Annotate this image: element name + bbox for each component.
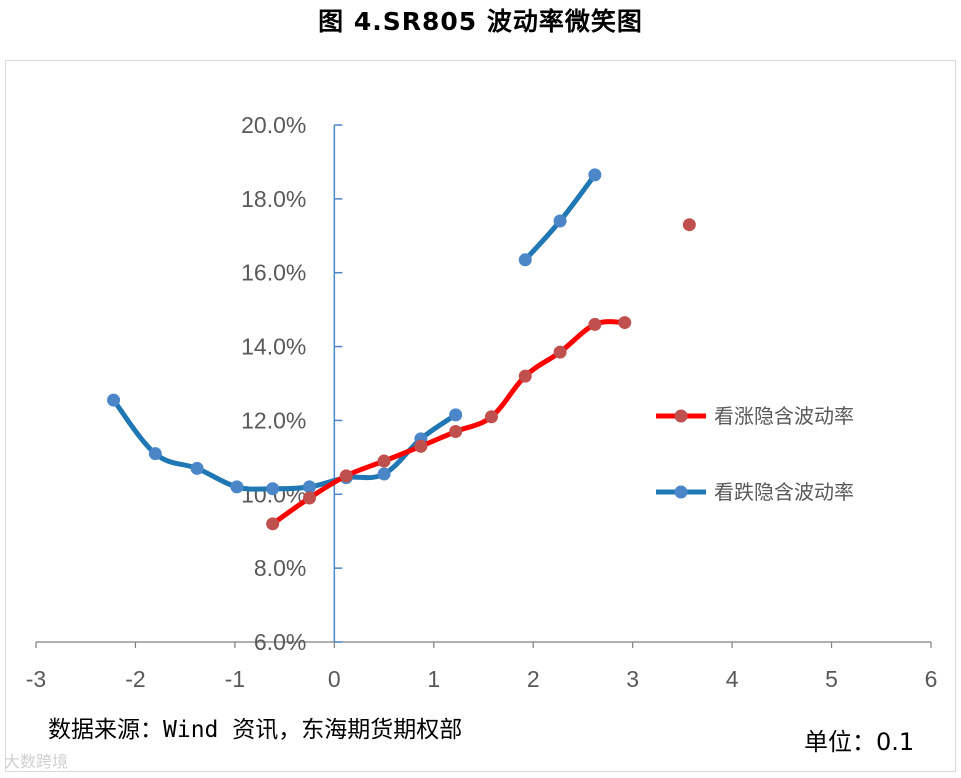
x-tick-label: -3 [26,666,46,692]
page-title: 图 4.SR805 波动率微笑图 [318,7,643,36]
y-tick-label: 18.0% [241,186,306,212]
put-data-point [302,480,316,494]
chart-axes: 6.0%8.0%10.0%12.0%14.0%16.0%18.0%20.0%-3… [26,112,938,692]
call-data-point [449,425,463,439]
chart-frame: 6.0%8.0%10.0%12.0%14.0%16.0%18.0%20.0%-3… [5,60,956,772]
call-data-point [266,517,280,531]
source-note: 数据来源：Wind 资讯，东海期货期权部 [48,717,463,743]
y-tick-label: 16.0% [241,260,306,286]
call-data-point [302,491,316,505]
x-tick-label: 6 [925,666,938,692]
legend-call-label: 看涨隐含波动率 [714,404,854,428]
x-tick-label: -2 [125,666,145,692]
put-data-point [266,482,280,496]
x-tick-label: 4 [726,666,739,692]
x-tick-label: 1 [427,666,440,692]
y-tick-label: 12.0% [241,407,306,433]
put-data-point [518,253,532,267]
x-tick-label: 3 [626,666,639,692]
watermark: 大数跨境 [4,752,69,771]
y-tick-label: 6.0% [254,629,306,655]
put-data-point [230,480,244,494]
put-data-point [377,467,391,481]
call-data-point [484,410,498,424]
chart-series-layer [107,168,696,531]
put-data-point [107,393,121,407]
y-tick-label: 8.0% [254,555,306,581]
unit-note: 单位：0.1 [804,728,915,756]
legend-put-label: 看跌隐含波动率 [714,480,854,504]
x-tick-label: -1 [225,666,245,692]
legend-put-marker [674,485,688,499]
put-data-point [449,408,463,422]
call-data-point [553,345,567,359]
put-series-line [111,397,459,492]
call-series-line [270,319,628,527]
x-tick-label: 5 [825,666,838,692]
put-data-point [553,214,567,228]
put-data-point [588,168,602,182]
call-data-point [618,316,632,330]
legend-call-marker [674,409,688,423]
call-data-point [518,369,532,383]
call-data-point [588,317,602,331]
x-tick-label: 0 [328,666,341,692]
call-data-point [682,218,696,232]
volatility-smile-chart: 6.0%8.0%10.0%12.0%14.0%16.0%18.0%20.0%-3… [26,112,938,692]
call-data-point [414,439,428,453]
y-tick-label: 20.0% [241,112,306,138]
y-tick-label: 14.0% [241,334,306,360]
call-data-point [339,469,353,483]
put-data-point [190,461,204,475]
x-tick-label: 2 [527,666,540,692]
call-data-point [377,454,391,468]
put-data-point [148,447,162,461]
